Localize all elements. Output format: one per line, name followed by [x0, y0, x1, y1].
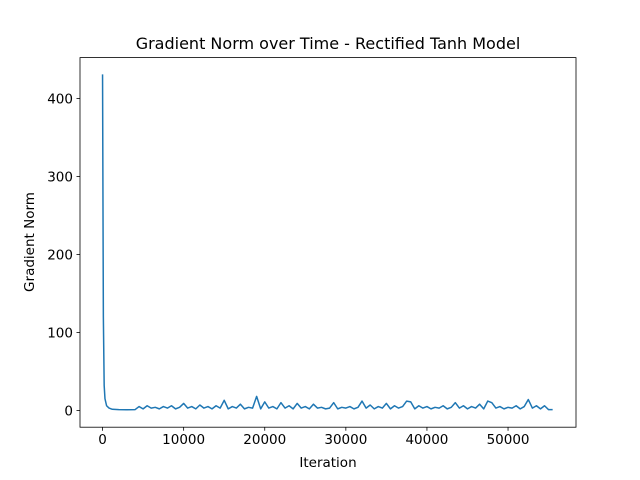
- x-tick-label: 50000: [487, 432, 530, 448]
- y-tick-label: 400: [47, 92, 73, 108]
- x-axis-label: Iteration: [299, 455, 356, 471]
- y-tick-label: 100: [47, 325, 73, 341]
- y-tick-label: 200: [47, 247, 73, 263]
- x-tick-label: 0: [98, 432, 107, 448]
- data-line: [101, 74, 553, 411]
- x-tick-label: 30000: [324, 432, 367, 448]
- x-tick-label: 40000: [405, 432, 448, 448]
- x-tick-label: 10000: [162, 432, 205, 448]
- axes-frame: [79, 57, 577, 428]
- x-tick-label: 20000: [243, 432, 286, 448]
- chart-title: Gradient Norm over Time - Rectified Tanh…: [136, 34, 521, 53]
- y-tick-label: 0: [64, 403, 73, 419]
- y-axis-label: Gradient Norm: [22, 192, 38, 292]
- y-tick-label: 300: [47, 170, 73, 186]
